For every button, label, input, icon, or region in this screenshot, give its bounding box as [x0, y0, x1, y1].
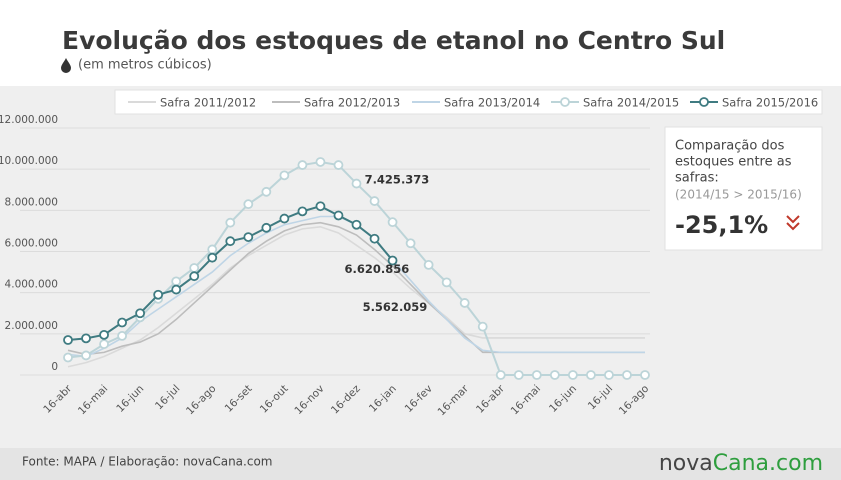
point [243, 199, 254, 210]
point [513, 370, 524, 380]
logo-part: Cana.com [713, 451, 823, 476]
point [81, 350, 91, 361]
footer-panel [0, 448, 841, 480]
comparison-text: safras: [675, 171, 719, 186]
point [225, 217, 236, 228]
point [640, 370, 650, 380]
point [549, 370, 560, 380]
point [387, 255, 398, 266]
point [441, 277, 452, 288]
point [207, 252, 218, 263]
comparison-box [664, 126, 823, 251]
point [622, 370, 632, 380]
legend-label: Safra 2011/2012 [160, 96, 256, 110]
point [189, 271, 200, 282]
point [351, 219, 362, 230]
y-tick-label: 0 [51, 361, 58, 373]
down-icon [786, 215, 800, 231]
point [63, 335, 73, 345]
point [243, 232, 254, 242]
point [567, 370, 578, 380]
point [333, 160, 344, 170]
data-label: 7.425.373 [365, 173, 430, 187]
comparison-detail: (2014/15 > 2015/16) [675, 188, 802, 202]
point [171, 276, 182, 287]
point [387, 217, 398, 228]
point [351, 178, 362, 189]
point [531, 370, 542, 380]
point [99, 329, 109, 340]
source: Fonte: MAPA / Elaboração: novaCana.com [22, 455, 272, 469]
series-line [67, 225, 645, 368]
point [135, 308, 146, 319]
point [63, 352, 73, 363]
point [171, 284, 182, 295]
point [261, 186, 272, 197]
legend-marker [560, 97, 570, 107]
point [81, 333, 91, 344]
legend-label: Safra 2015/2016 [722, 96, 818, 110]
chart-title: Evolução dos estoques de etanol no Centr… [62, 26, 725, 55]
point [279, 213, 290, 224]
legend-label: Safra 2012/2013 [304, 96, 400, 110]
point [604, 370, 614, 380]
y-tick-label: 4.000.000 [5, 279, 58, 291]
point [586, 370, 596, 380]
legend-label: Safra 2013/2014 [444, 96, 540, 110]
legend-marker [699, 97, 709, 107]
y-tick-label: 6.000.000 [5, 238, 58, 250]
point [477, 321, 488, 332]
legend-label: Safra 2014/2015 [583, 96, 679, 110]
point [153, 289, 164, 300]
comparison-text: Comparação dos [675, 139, 785, 154]
point [315, 157, 326, 167]
point [459, 298, 470, 308]
point [369, 233, 380, 244]
comparison-text: estoques entre as [675, 155, 792, 170]
logo: novaCana.com [659, 451, 823, 476]
point [369, 196, 380, 206]
comparison-result: -25,1% [675, 211, 768, 239]
point [297, 160, 308, 170]
point [333, 210, 344, 221]
point [423, 259, 434, 270]
y-tick-label: 10.000.000 [0, 155, 58, 167]
point [207, 244, 218, 255]
logo-part: nova [659, 451, 713, 476]
data-label: 5.562.059 [363, 300, 428, 314]
drop-icon [61, 58, 71, 73]
y-tick-label: 2.000.000 [5, 320, 58, 332]
point [315, 201, 326, 212]
point [279, 170, 290, 181]
point [297, 206, 308, 217]
data-label: 6.620.856 [345, 262, 410, 276]
y-tick-label: 8.000.000 [5, 196, 58, 208]
point [189, 263, 200, 273]
point [117, 330, 127, 341]
point [117, 317, 127, 328]
point [99, 339, 109, 350]
point [261, 222, 272, 233]
point [225, 236, 236, 247]
chart-subtitle: (em metros cúbicos) [78, 58, 212, 73]
point [495, 370, 506, 380]
y-tick-label: 12.000.000 [0, 114, 58, 126]
point [405, 238, 416, 249]
